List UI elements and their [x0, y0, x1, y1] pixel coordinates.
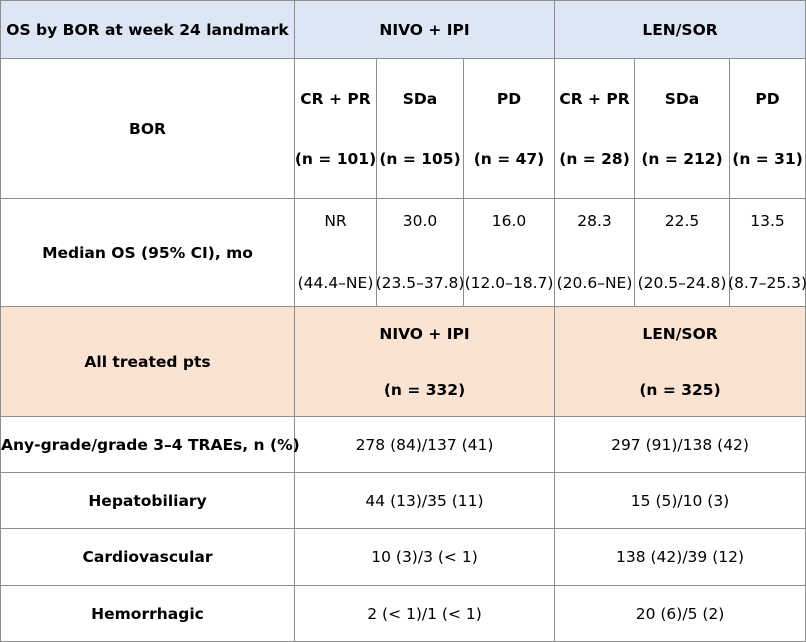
all-treated-label: All treated pts — [0, 306, 295, 417]
bor-row: BOR CR + PR (n = 101) SDa (n = 105) PD (n =… — [0, 58, 806, 199]
treated-arm-nivo-ipi: NIVO + IPI (n = 332) — [293, 306, 556, 417]
median-cell: 16.0 (12.0–18.7) — [462, 198, 556, 307]
bor-n: (n = 105) — [379, 149, 461, 168]
table-title: OS by BOR at week 24 landmark — [0, 0, 295, 59]
arm-header-len-sor: LEN/SOR — [554, 0, 806, 59]
trae-value-nivo-ipi: 2 (< 1)/1 (< 1) — [293, 585, 556, 642]
bor-cell: SDa (n = 212) — [634, 58, 731, 199]
median-value: 13.5 — [750, 211, 785, 230]
bor-cell: PD (n = 31) — [729, 58, 806, 199]
table-row: Hepatobiliary 44 (13)/35 (11) 15 (5)/10 … — [0, 472, 806, 529]
trae-value-nivo-ipi: 10 (3)/3 (< 1) — [293, 528, 556, 586]
bor-n: (n = 101) — [294, 149, 377, 168]
bor-category: PD — [496, 89, 522, 108]
median-cell: NR (44.4–NE) — [294, 198, 377, 307]
median-ci: (20.5–24.8) — [637, 273, 727, 292]
median-cell: 22.5 (20.5–24.8) — [634, 198, 731, 307]
bor-cell: CR + PR (n = 28) — [554, 58, 636, 199]
header-row: OS by BOR at week 24 landmark NIVO + IPI… — [0, 0, 806, 59]
median-value: 16.0 — [491, 211, 527, 230]
median-os-row: Median OS (95% CI), mo NR (44.4–NE) 30.0 (… — [0, 198, 806, 307]
median-value: NR — [324, 211, 347, 230]
median-ci: (23.5–37.8) — [375, 273, 465, 292]
table-row: Cardiovascular 10 (3)/3 (< 1) 138 (42)/3… — [0, 528, 806, 586]
median-os-label: Median OS (95% CI), mo — [0, 198, 295, 307]
trae-value-nivo-ipi: 278 (84)/137 (41) — [293, 416, 556, 473]
trae-label: Any-grade/grade 3–4 TRAEs, n (%) — [0, 416, 300, 473]
bor-n: (n = 28) — [559, 149, 630, 168]
median-value: 30.0 — [402, 211, 438, 230]
median-cell: 13.5 (8.7–25.3) — [728, 198, 806, 307]
bor-category: SDa — [664, 89, 700, 108]
all-treated-row: All treated pts NIVO + IPI (n = 332) LEN/… — [0, 306, 806, 417]
treated-arm-n: (n = 332) — [383, 380, 466, 399]
trae-label: Cardiovascular — [0, 528, 295, 586]
bor-n: (n = 47) — [473, 149, 545, 168]
trae-value-len-sor: 297 (91)/138 (42) — [554, 416, 806, 473]
treated-arm-len-sor: LEN/SOR (n = 325) — [554, 306, 806, 417]
median-cell: 30.0 (23.5–37.8) — [375, 198, 465, 307]
bor-cell: CR + PR (n = 101) — [294, 58, 377, 199]
median-ci: (20.6–NE) — [556, 273, 633, 292]
treated-arm-name: LEN/SOR — [642, 324, 718, 343]
bor-category: CR + PR — [300, 89, 371, 108]
table-row: Any-grade/grade 3–4 TRAEs, n (%) 278 (84… — [0, 416, 806, 473]
median-ci: (8.7–25.3) — [728, 273, 806, 292]
table-row: Hemorrhagic 2 (< 1)/1 (< 1) 20 (6)/5 (2) — [0, 585, 806, 642]
bor-cell: PD (n = 47) — [462, 58, 556, 199]
arm-header-nivo-ipi: NIVO + IPI — [293, 0, 556, 59]
treated-arm-n: (n = 325) — [639, 380, 721, 399]
treated-arm-name: NIVO + IPI — [379, 324, 470, 343]
trae-value-nivo-ipi: 44 (13)/35 (11) — [293, 472, 556, 529]
bor-n: (n = 31) — [732, 149, 803, 168]
bor-category: CR + PR — [559, 89, 630, 108]
median-ci: (44.4–NE) — [297, 273, 374, 292]
bor-cell: SDa (n = 105) — [376, 58, 464, 199]
trae-label: Hepatobiliary — [0, 472, 295, 529]
trae-value-len-sor: 20 (6)/5 (2) — [554, 585, 806, 642]
median-cell: 28.3 (20.6–NE) — [554, 198, 636, 307]
bor-n: (n = 212) — [641, 149, 723, 168]
bor-category: PD — [755, 89, 780, 108]
bor-category: SDa — [402, 89, 438, 108]
trae-label: Hemorrhagic — [0, 585, 295, 642]
bor-label: BOR — [0, 58, 295, 199]
median-ci: (12.0–18.7) — [464, 273, 554, 292]
trae-value-len-sor: 138 (42)/39 (12) — [554, 528, 806, 586]
median-value: 28.3 — [577, 211, 612, 230]
median-value: 22.5 — [664, 211, 700, 230]
trae-value-len-sor: 15 (5)/10 (3) — [554, 472, 806, 529]
